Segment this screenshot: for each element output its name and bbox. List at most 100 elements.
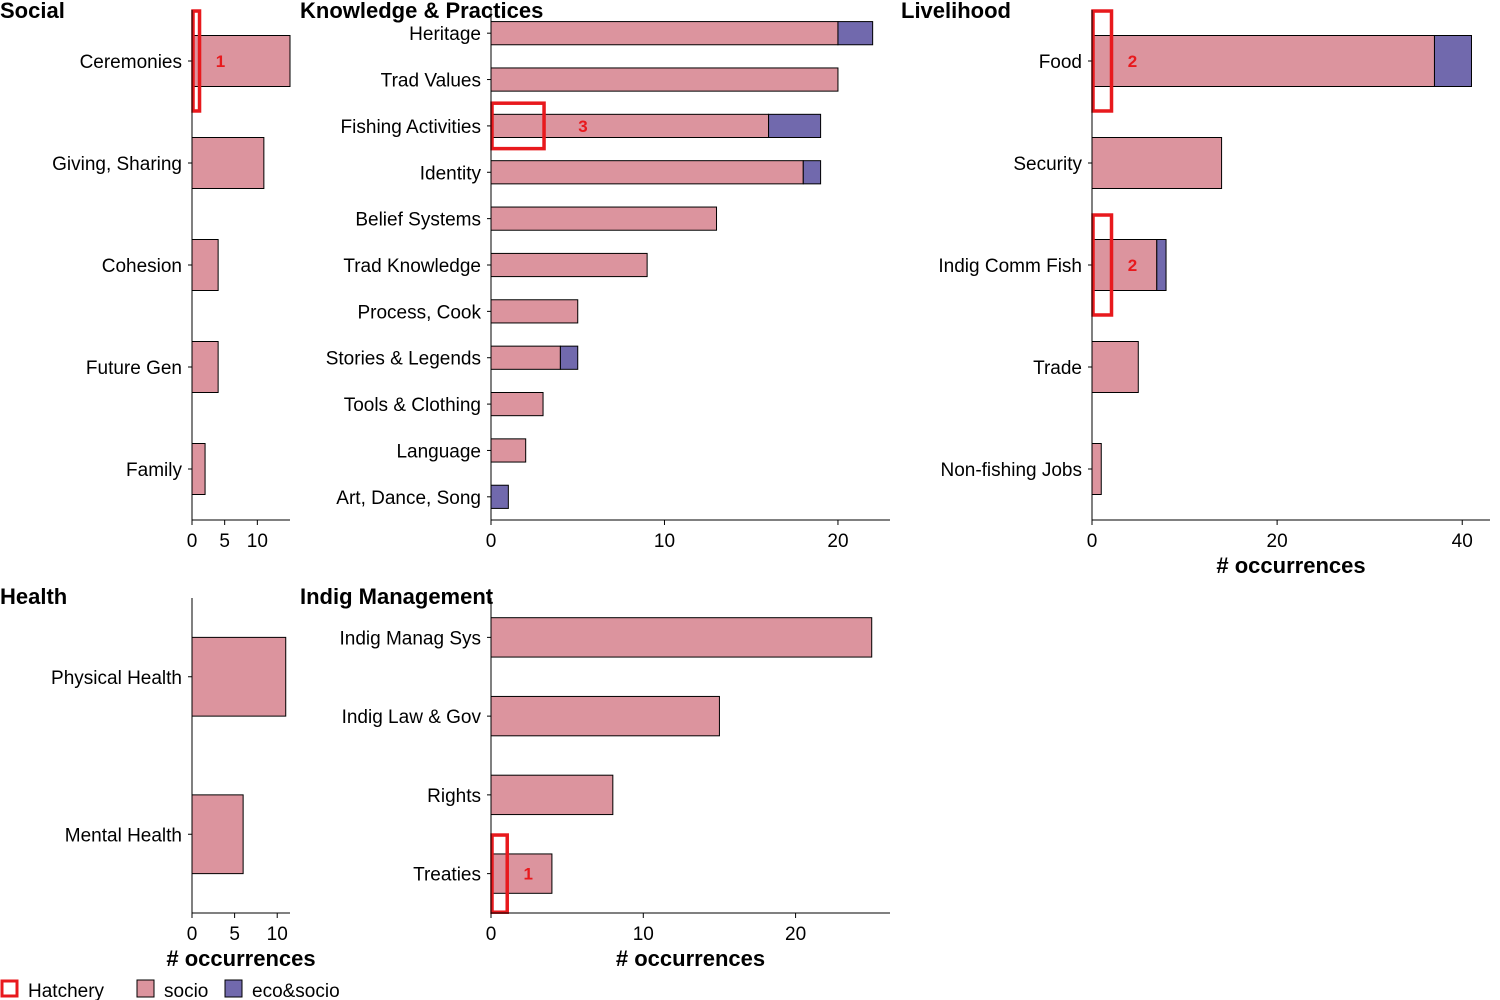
category-label-physical-health: Physical Health [51,668,182,689]
category-label-rights: Rights [427,786,481,807]
x-tick-label: 10 [633,924,654,945]
panel-social: Social Ceremonies Giving, Sharing Cohesion F… [0,0,291,552]
bar-eco-socio-stories-legends [559,345,579,370]
category-label-ceremonies: Ceremonies [80,52,182,73]
category-label-cohesion: Cohesion [102,256,182,277]
bar-socio-indig-comm-fish [1091,239,1158,291]
bar-socio-food [1091,35,1435,87]
x-tick-label: 0 [187,531,198,552]
x-tick-label: 0 [187,924,198,945]
legend-swatch [0,979,19,998]
hatchery-count-label: 1 [216,52,225,71]
category-label-indig-comm-fish: Indig Comm Fish [938,256,1082,277]
hatchery-outline-fishing-activities [490,101,546,151]
bar-eco-socio-food [1433,35,1472,87]
legend-label: eco&socio [252,981,340,1000]
category-label-non-fishing-jobs: Non-fishing Jobs [940,460,1082,481]
bar-socio-rights [490,774,614,816]
category-label-tools-clothing: Tools & Clothing [344,395,481,416]
x-axis-title: # occurrences [166,946,315,971]
bar-socio-security [1091,137,1223,189]
x-tick-label: 5 [229,924,240,945]
bar-socio-trade [1091,341,1139,393]
bar-eco-socio-art-dance-song [490,484,509,509]
category-label-security: Security [1013,154,1082,175]
bar-eco-socio-fishing-activities [768,113,822,139]
category-label-future-gen: Future Gen [86,358,182,379]
bar-socio-fishing-activities [490,113,770,139]
x-axis-title: # occurrences [1216,553,1365,578]
bar-socio-stories-legends [490,345,561,370]
category-label-indig-manag-sys: Indig Manag Sys [339,628,481,649]
category-label-identity: Identity [420,163,482,184]
category-label-language: Language [396,441,481,462]
panel-title: Social [0,0,65,23]
bar-socio-ceremonies [191,35,291,87]
legend-swatch [224,979,243,998]
x-tick-label: 20 [785,924,806,945]
x-tick-label: 10 [267,924,288,945]
bar-socio-trad-values [490,67,839,92]
bar-socio-future-gen [191,341,219,393]
x-tick-label: 10 [654,531,675,552]
legend-item-hatchery: Hatchery [0,979,105,1000]
bar-socio-trad-knowledge [490,252,648,278]
bar-socio-family [191,443,206,495]
bar-socio-indig-manag-sys [490,617,873,658]
bar-socio-process-cook [490,299,579,324]
category-label-art-dance-song: Art, Dance, Song [336,488,481,509]
bar-socio-giving-sharing [191,137,265,189]
bar-socio-non-fishing-jobs [1091,443,1102,495]
legend-item-socio: socio [136,979,208,1000]
bar-socio-identity [490,160,804,185]
panel-title: Health [0,584,67,609]
x-tick-label: 20 [827,531,848,552]
bar-socio-treaties [490,853,553,894]
x-tick-label: 20 [1267,531,1288,552]
bar-eco-socio-identity [802,160,822,185]
x-tick-label: 0 [486,924,497,945]
category-label-mental-health: Mental Health [65,825,182,846]
x-tick-label: 10 [247,531,268,552]
bar-socio-mental-health [191,794,244,875]
panel-indig-management: Indig Management Indig Manag Sys Indig Law… [300,584,890,971]
hatchery-count-label: 3 [578,117,587,136]
hatchery-outline-ceremonies [191,9,202,113]
hatchery-outline-treaties [490,833,509,914]
legend: Hatchery socio eco&socio [0,979,340,1000]
category-label-process-cook: Process, Cook [357,302,481,323]
x-tick-label: 0 [486,531,497,552]
bar-eco-socio-heritage [837,21,874,46]
x-tick-label: 5 [219,531,230,552]
category-label-indig-law-gov: Indig Law & Gov [342,707,482,728]
category-label-trad-values: Trad Values [381,71,481,92]
category-label-trad-knowledge: Trad Knowledge [343,256,481,277]
hatchery-count-label: 2 [1128,52,1137,71]
hatchery-count-label: 1 [523,865,532,884]
bar-socio-physical-health [191,636,287,717]
category-label-treaties: Treaties [413,865,481,886]
category-label-stories-legends: Stories & Legends [326,349,481,370]
panel-title: Indig Management [300,584,494,609]
category-label-fishing-activities: Fishing Activities [341,117,481,138]
x-tick-label: 0 [1087,531,1098,552]
category-label-heritage: Heritage [409,24,481,45]
hatchery-outline-indig-comm-fish [1091,213,1114,317]
bar-socio-heritage [490,21,839,46]
category-label-belief-systems: Belief Systems [355,210,481,231]
x-axis-title: # occurrences [616,946,765,971]
hatchery-count-label: 2 [1128,256,1137,275]
legend-item-eco-socio: eco&socio [224,979,340,1000]
bar-socio-tools-clothing [490,392,544,417]
category-label-food: Food [1039,52,1082,73]
bar-eco-socio-indig-comm-fish [1156,239,1167,291]
panel-title: Livelihood [901,0,1011,23]
panel-livelihood: Livelihood Food Security Indig Comm Fish Tra… [901,0,1490,578]
x-tick-label: 40 [1452,531,1473,552]
bar-socio-language [490,438,527,463]
legend-swatch [136,979,155,998]
legend-label: Hatchery [28,981,105,1000]
panel-title: Knowledge & Practices [300,0,543,23]
